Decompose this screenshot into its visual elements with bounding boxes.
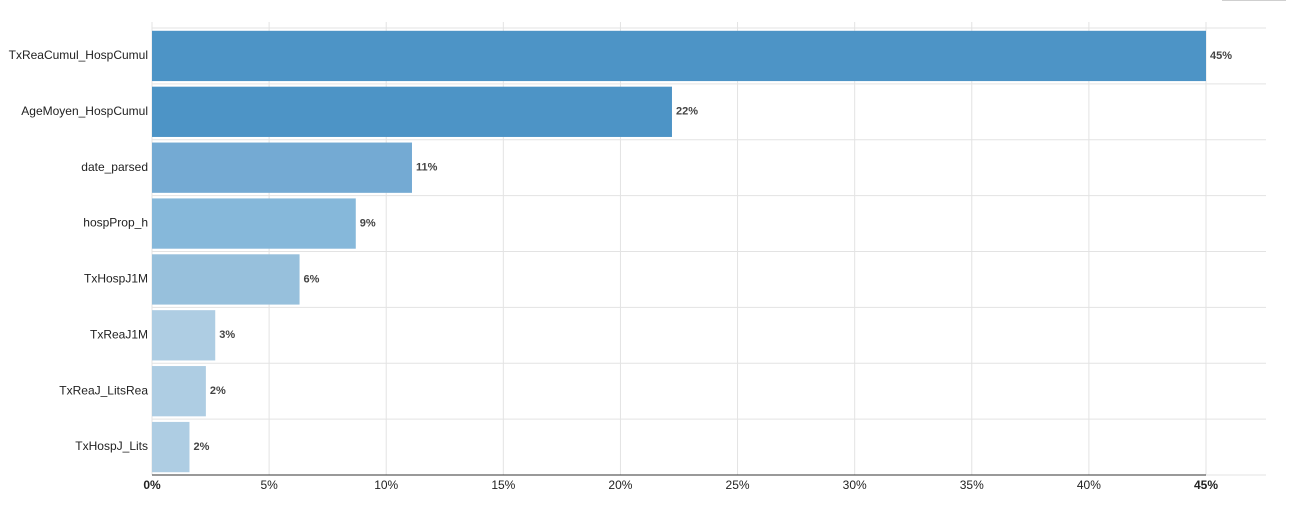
category-label: hospProp_h (83, 216, 148, 230)
category-label: TxHospJ1M (84, 272, 148, 286)
bar[interactable] (152, 86, 672, 137)
bar[interactable] (152, 421, 190, 473)
value-label: 45% (1210, 50, 1232, 62)
value-label: 2% (210, 385, 226, 397)
value-label: 2% (193, 441, 209, 453)
value-label: 11% (416, 162, 438, 174)
category-label: TxHospJ_Lits (75, 439, 148, 453)
x-tick-label: 0% (143, 478, 161, 492)
value-label: 3% (219, 329, 235, 341)
x-tick-label: 10% (374, 478, 398, 492)
x-tick-label: 30% (843, 478, 867, 492)
bar[interactable] (152, 366, 206, 417)
category-label: TxReaJ_LitsRea (59, 383, 148, 397)
x-tick-label: 25% (726, 478, 750, 492)
x-tick-label: 45% (1194, 478, 1218, 492)
bar[interactable] (152, 30, 1206, 82)
bar[interactable] (152, 198, 356, 249)
x-tick-label: 5% (260, 478, 278, 492)
value-label: 22% (676, 106, 698, 118)
value-label: 9% (360, 217, 376, 229)
category-label: date_parsed (81, 160, 148, 174)
value-label: 6% (304, 273, 320, 285)
bar[interactable] (152, 254, 300, 305)
x-tick-label: 40% (1077, 478, 1101, 492)
x-axis: 0% 5% 10% 15% 20% 25% 30% 35% 40% 45% (143, 474, 1218, 492)
value-labels: 45% 22% 11% 9% 6% 3% 2% 2% (193, 50, 1232, 453)
category-label: AgeMoyen_HospCumul (21, 104, 148, 118)
bar[interactable] (152, 142, 412, 193)
corner-tab (1222, 0, 1286, 1)
category-label: TxReaCumul_HospCumul (9, 48, 148, 62)
category-label: TxReaJ1M (90, 327, 148, 341)
bar-layer (152, 30, 1206, 473)
category-labels: TxReaCumul_HospCumul AgeMoyen_HospCumulda… (9, 48, 149, 453)
x-tick-label: 20% (608, 478, 632, 492)
x-tick-label: 15% (491, 478, 515, 492)
x-tick-label: 35% (960, 478, 984, 492)
bar[interactable] (152, 310, 216, 361)
